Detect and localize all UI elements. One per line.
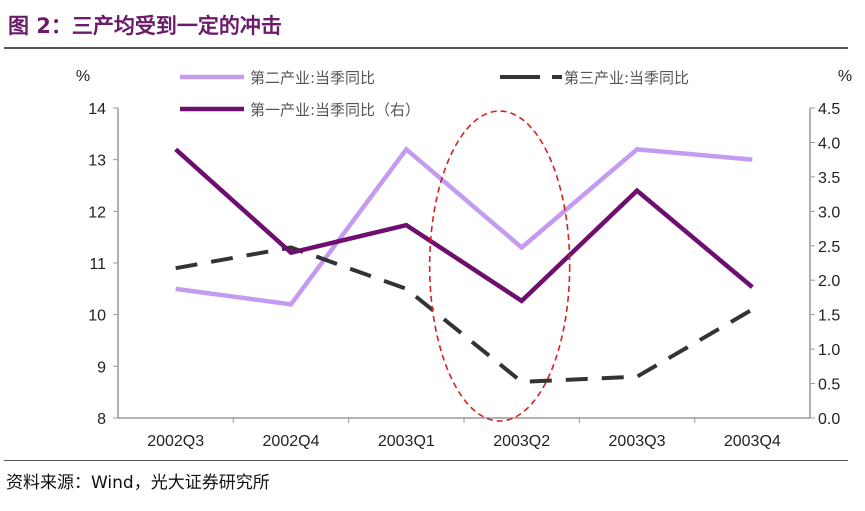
left-tick-label: 10 (88, 308, 106, 325)
x-tick-label: 2003Q1 (378, 433, 435, 450)
series-line-2 (175, 245, 754, 384)
figure-title: 图 2：三产均受到一定的冲击 (8, 14, 282, 38)
left-tick-label: 11 (89, 256, 106, 273)
right-tick-label: 1.0 (818, 342, 840, 359)
right-tick-label: 2.5 (818, 239, 840, 256)
right-tick-label: 0.0 (818, 411, 840, 428)
series-line-1 (175, 146, 753, 307)
left-tick-label: 12 (88, 204, 106, 221)
series-line-3 (174, 147, 754, 304)
x-tick-label: 2003Q3 (609, 433, 666, 450)
left-axis-unit: % (76, 68, 90, 85)
right-axis-unit: % (838, 68, 852, 85)
right-tick-label: 4.0 (818, 135, 840, 152)
right-tick-label: 0.5 (818, 377, 840, 394)
right-tick-label: 3.5 (818, 170, 840, 187)
legend-label-3: 第一产业:当季同比（右） (250, 101, 420, 119)
right-tick-label: 3.0 (818, 204, 840, 221)
left-tick-label: 14 (88, 101, 106, 118)
source-note: 资料来源：Wind，光大证券研究所 (6, 473, 270, 493)
left-tick-label: 8 (97, 411, 106, 428)
highlight-ellipse (428, 110, 571, 422)
right-tick-label: 1.5 (818, 308, 840, 325)
x-tick-label: 2002Q3 (147, 433, 204, 450)
x-tick-label: 2003Q2 (493, 433, 550, 450)
legend-label-1: 第二产业:当季同比 (250, 69, 375, 87)
x-tick-label: 2003Q4 (724, 433, 781, 450)
source-divider (4, 460, 848, 461)
x-tick-label: 2002Q4 (263, 433, 320, 450)
legend-label-2: 第三产业:当季同比 (564, 69, 689, 87)
left-tick-label: 13 (88, 153, 106, 170)
title-divider (4, 47, 848, 49)
left-tick-label: 9 (97, 359, 106, 376)
right-tick-label: 4.5 (818, 101, 840, 118)
right-tick-label: 2.0 (818, 273, 840, 290)
